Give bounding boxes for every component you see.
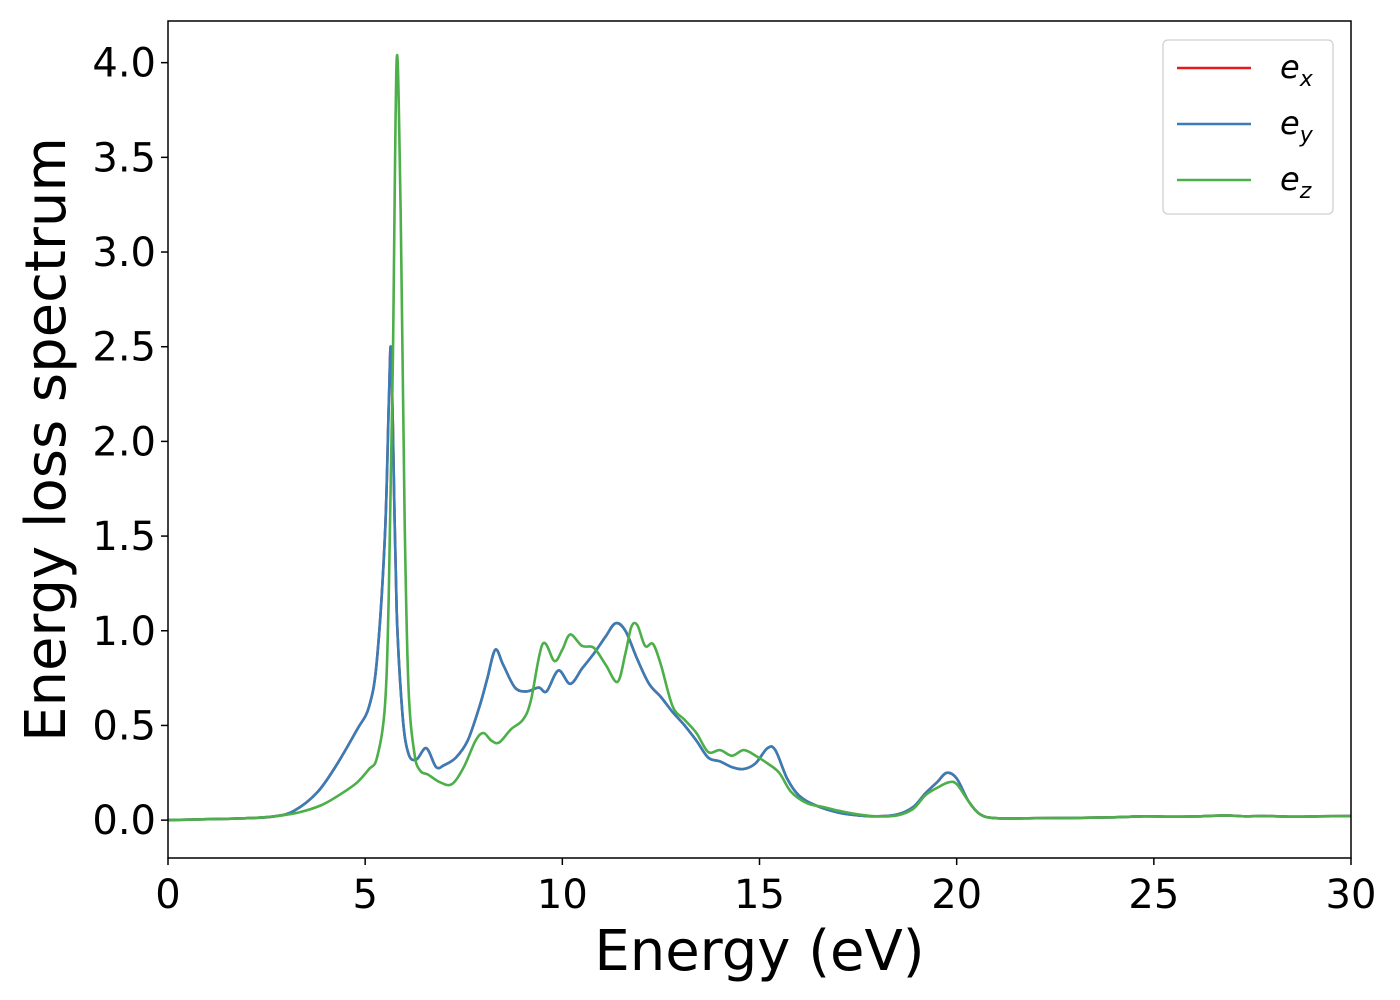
y-tick-label: 2.0 <box>92 419 156 465</box>
y-axis-ticks: 0.0 0.5 1.0 1.5 2.0 2.5 3.0 3.5 4.0 <box>92 41 168 844</box>
series-line-y <box>168 345 1351 822</box>
x-tick-label: 5 <box>352 872 377 918</box>
x-axis-ticks: 0 5 10 15 20 25 30 <box>155 858 1376 918</box>
x-axis-title: Energy (eV) <box>594 919 924 984</box>
y-tick-label: 1.5 <box>92 514 156 560</box>
y-tick-label: 4.0 <box>92 41 156 87</box>
y-tick-label: 3.5 <box>92 135 156 181</box>
legend-label-x: ex <box>1280 48 1314 92</box>
x-tick-label: 25 <box>1128 872 1179 918</box>
legend-label-y: ey <box>1280 104 1314 148</box>
plot-lines <box>168 54 1351 822</box>
legend-label-z: ez <box>1280 160 1312 204</box>
y-tick-label: 0.5 <box>92 703 156 749</box>
x-tick-label: 10 <box>537 872 588 918</box>
y-tick-label: 2.5 <box>92 325 156 371</box>
legend: ex ey ez <box>1162 39 1334 215</box>
legend-box <box>1162 39 1334 215</box>
series-line-z <box>168 54 1351 822</box>
x-tick-label: 20 <box>931 872 982 918</box>
y-axis-title: Energy loss spectrum <box>14 137 79 742</box>
x-tick-label: 30 <box>1326 872 1377 918</box>
y-tick-label: 0.0 <box>92 798 156 844</box>
x-tick-label: 15 <box>734 872 785 918</box>
y-tick-label: 3.0 <box>92 230 156 276</box>
y-tick-label: 1.0 <box>92 609 156 655</box>
x-tick-label: 0 <box>155 872 180 918</box>
